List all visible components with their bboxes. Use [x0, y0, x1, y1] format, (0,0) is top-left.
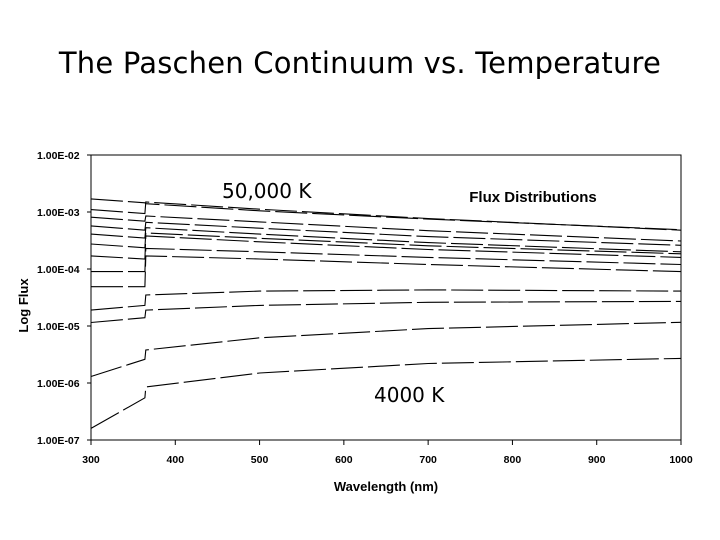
series-line-3 [90, 215, 682, 242]
annotation-cool: 4000 K [374, 383, 445, 407]
y-tick-label: 1.00E-06 [37, 378, 80, 390]
x-axis-title: Wavelength (nm) [334, 479, 438, 494]
x-tick-label: 500 [251, 454, 269, 466]
series-line-11 [90, 300, 682, 324]
x-tick-label: 600 [335, 454, 353, 466]
y-tick-label: 1.00E-03 [37, 207, 80, 219]
series-line-6 [90, 232, 682, 255]
series-line-5 [90, 227, 682, 253]
x-tick-label: 900 [588, 454, 606, 466]
series-line-2 [90, 201, 682, 231]
annotation-hot: 50,000 K [222, 179, 312, 203]
x-tick-label: 300 [82, 454, 100, 466]
series-line-12 [90, 321, 682, 378]
y-axis-title: Log Flux [16, 278, 31, 333]
y-tick-label: 1.00E-07 [37, 435, 80, 447]
x-tick-label: 400 [167, 454, 185, 466]
chart-title: Flux Distributions [469, 189, 597, 206]
x-tick-label: 800 [504, 454, 522, 466]
y-tick-label: 1.00E-02 [37, 150, 80, 162]
y-tick-label: 1.00E-04 [37, 264, 80, 276]
series-line-9 [91, 255, 682, 288]
series-line-7 [90, 235, 682, 260]
plot-area [90, 154, 682, 441]
y-tick-label: 1.00E-05 [37, 321, 80, 333]
x-tick-label: 1000 [669, 454, 693, 466]
series-line-10 [90, 289, 682, 311]
slide-title: The Paschen Continuum vs. Temperature [58, 46, 662, 80]
x-tick-label: 700 [419, 454, 437, 466]
series-line-8 [91, 247, 682, 273]
series-line-13 [90, 357, 682, 429]
series-line-4 [90, 221, 682, 246]
